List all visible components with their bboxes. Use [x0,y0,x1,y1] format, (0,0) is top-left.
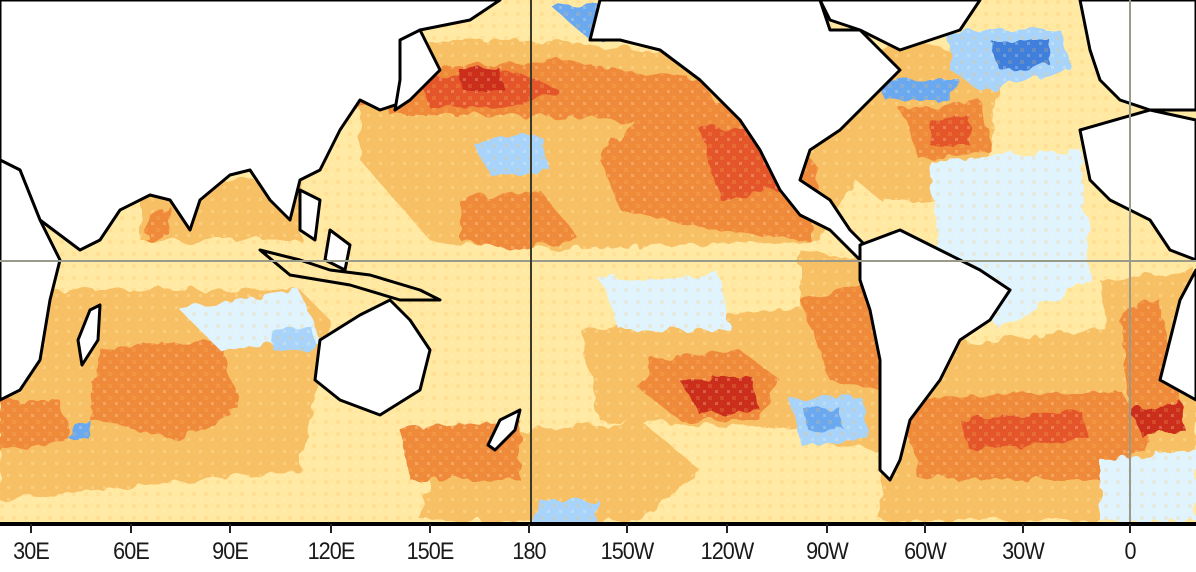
landmass-madagascar [76,303,102,367]
tick-label-30w: 30W [1002,538,1045,565]
tick-label-180: 180 [512,538,546,565]
tick-label-150w: 150W [600,538,655,565]
tick-label-150e: 150E [406,538,455,565]
tick-label-120e: 120E [307,538,356,565]
landmass-africa-west [1078,108,1196,262]
tick-label-0: 0 [1124,538,1136,565]
landmass-australia [313,298,432,417]
tick-mark [1129,524,1131,533]
landmass-europe [1078,0,1196,112]
tick-label-90e: 90E [212,538,249,565]
landmass-south-america [858,228,1012,482]
land-masses [0,0,1196,482]
tick-mark [229,524,231,533]
landmass-greenland [818,0,982,52]
tick-mark [726,524,728,533]
tick-mark [1022,524,1024,533]
tick-label-30e: 30E [13,538,50,565]
landmass-japan [393,28,442,112]
landmass-north-america [588,0,902,262]
sst-anomaly-map [0,0,1196,526]
tick-mark [528,524,530,533]
x-axis: 30E 60E 90E 120E 150E 180 150W 120W 90W … [0,524,1196,572]
landmass-new-zealand [486,408,522,452]
ocean-anomaly-field [0,0,1196,526]
tick-mark [626,524,628,533]
landmass-africa-east [0,158,62,402]
tick-label-120w: 120W [700,538,755,565]
tick-label-60e: 60E [113,538,150,565]
tick-mark [130,524,132,533]
tick-label-60w: 60W [904,538,947,565]
tick-mark [330,524,332,533]
tick-mark [826,524,828,533]
gridlines [0,0,1196,524]
tick-mark [924,524,926,533]
tick-mark [30,524,32,533]
landmass-indonesia [258,248,442,302]
tick-label-90w: 90W [806,538,849,565]
tick-mark [429,524,431,533]
